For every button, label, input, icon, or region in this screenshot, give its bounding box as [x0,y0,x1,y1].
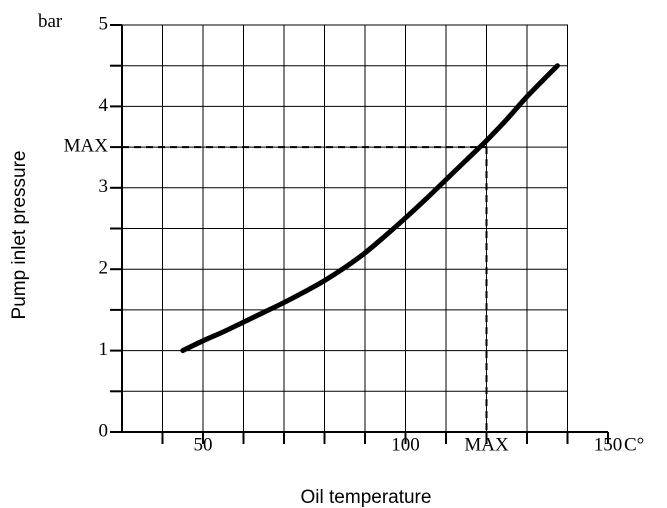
series-layer [180,63,560,354]
y-tick-label: MAX [64,135,109,156]
y-tick-label: 5 [99,13,109,34]
y-axis-title: Pump inlet pressure [9,151,30,320]
tick-labels: 50 100 MAX 150 0 1 2 3 MAX 4 5 [64,13,623,455]
x-tick-label: 150 [594,434,623,455]
x-tick-label: 50 [194,434,213,455]
x-axis-unit: C° [624,434,644,455]
y-tick-label: 4 [99,95,109,116]
max-guides [122,146,488,432]
y-tick-label: 1 [99,339,109,360]
x-tick-label: MAX [464,434,509,455]
y-tick-label: 2 [99,258,109,279]
y-tick-label: 3 [99,176,109,197]
grid [122,24,568,432]
series-line [180,63,560,354]
x-axis-title: Oil temperature [301,487,432,508]
y-axis-unit: bar [38,11,63,32]
y-tick-label: 0 [99,420,109,441]
x-tick-label: 100 [391,434,420,455]
tick-marks [110,24,609,444]
